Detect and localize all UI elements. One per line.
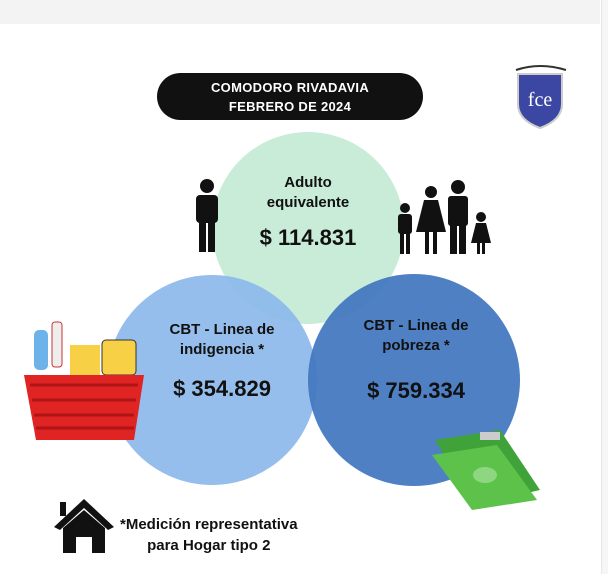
footnote-line-1: *Medición representativa <box>120 516 298 533</box>
adulto-label-1: Adulto <box>284 174 332 191</box>
footnote-line-2: para Hogar tipo 2 <box>147 537 271 554</box>
scrollbar[interactable] <box>601 0 608 574</box>
logo: fce <box>515 65 567 130</box>
circle-pobreza <box>308 274 520 486</box>
indigencia-value: $ 354.829 <box>173 376 271 401</box>
footnote: *Medición representativa para Hogar tipo… <box>120 514 298 556</box>
logo-text: fce <box>528 89 553 111</box>
person-icon <box>196 179 218 252</box>
indigencia-group: CBT - Linea de indigencia * $ 354.829 <box>152 320 292 402</box>
adulto-label-2: equivalente <box>266 194 350 211</box>
circle-adulto-equivalente <box>212 132 404 324</box>
money-stack-icon <box>432 430 540 510</box>
adulto-equivalente-group: Adulto equivalente $ 114.831 <box>238 173 378 251</box>
pobreza-value: $ 759.334 <box>367 378 465 403</box>
adulto-value: $ 114.831 <box>259 225 357 250</box>
pobreza-label-1: CBT - Linea de <box>363 317 469 334</box>
top-band <box>0 0 600 24</box>
header-pill: COMODORO RIVADAVIA FEBRERO DE 2024 <box>157 73 423 120</box>
pobreza-group: CBT - Linea de pobreza * $ 759.334 <box>346 316 486 404</box>
header-date: FEBRERO DE 2024 <box>228 99 352 114</box>
shopping-basket-icon <box>24 321 144 440</box>
indigencia-label-1: CBT - Linea de <box>169 321 275 338</box>
circle-indigencia <box>107 275 317 485</box>
house-icon <box>54 499 114 553</box>
indigencia-label-2: indigencia * <box>179 341 265 358</box>
pobreza-label-2: pobreza * <box>382 337 450 354</box>
family-icon <box>398 180 491 254</box>
header-city: COMODORO RIVADAVIA <box>210 80 370 95</box>
